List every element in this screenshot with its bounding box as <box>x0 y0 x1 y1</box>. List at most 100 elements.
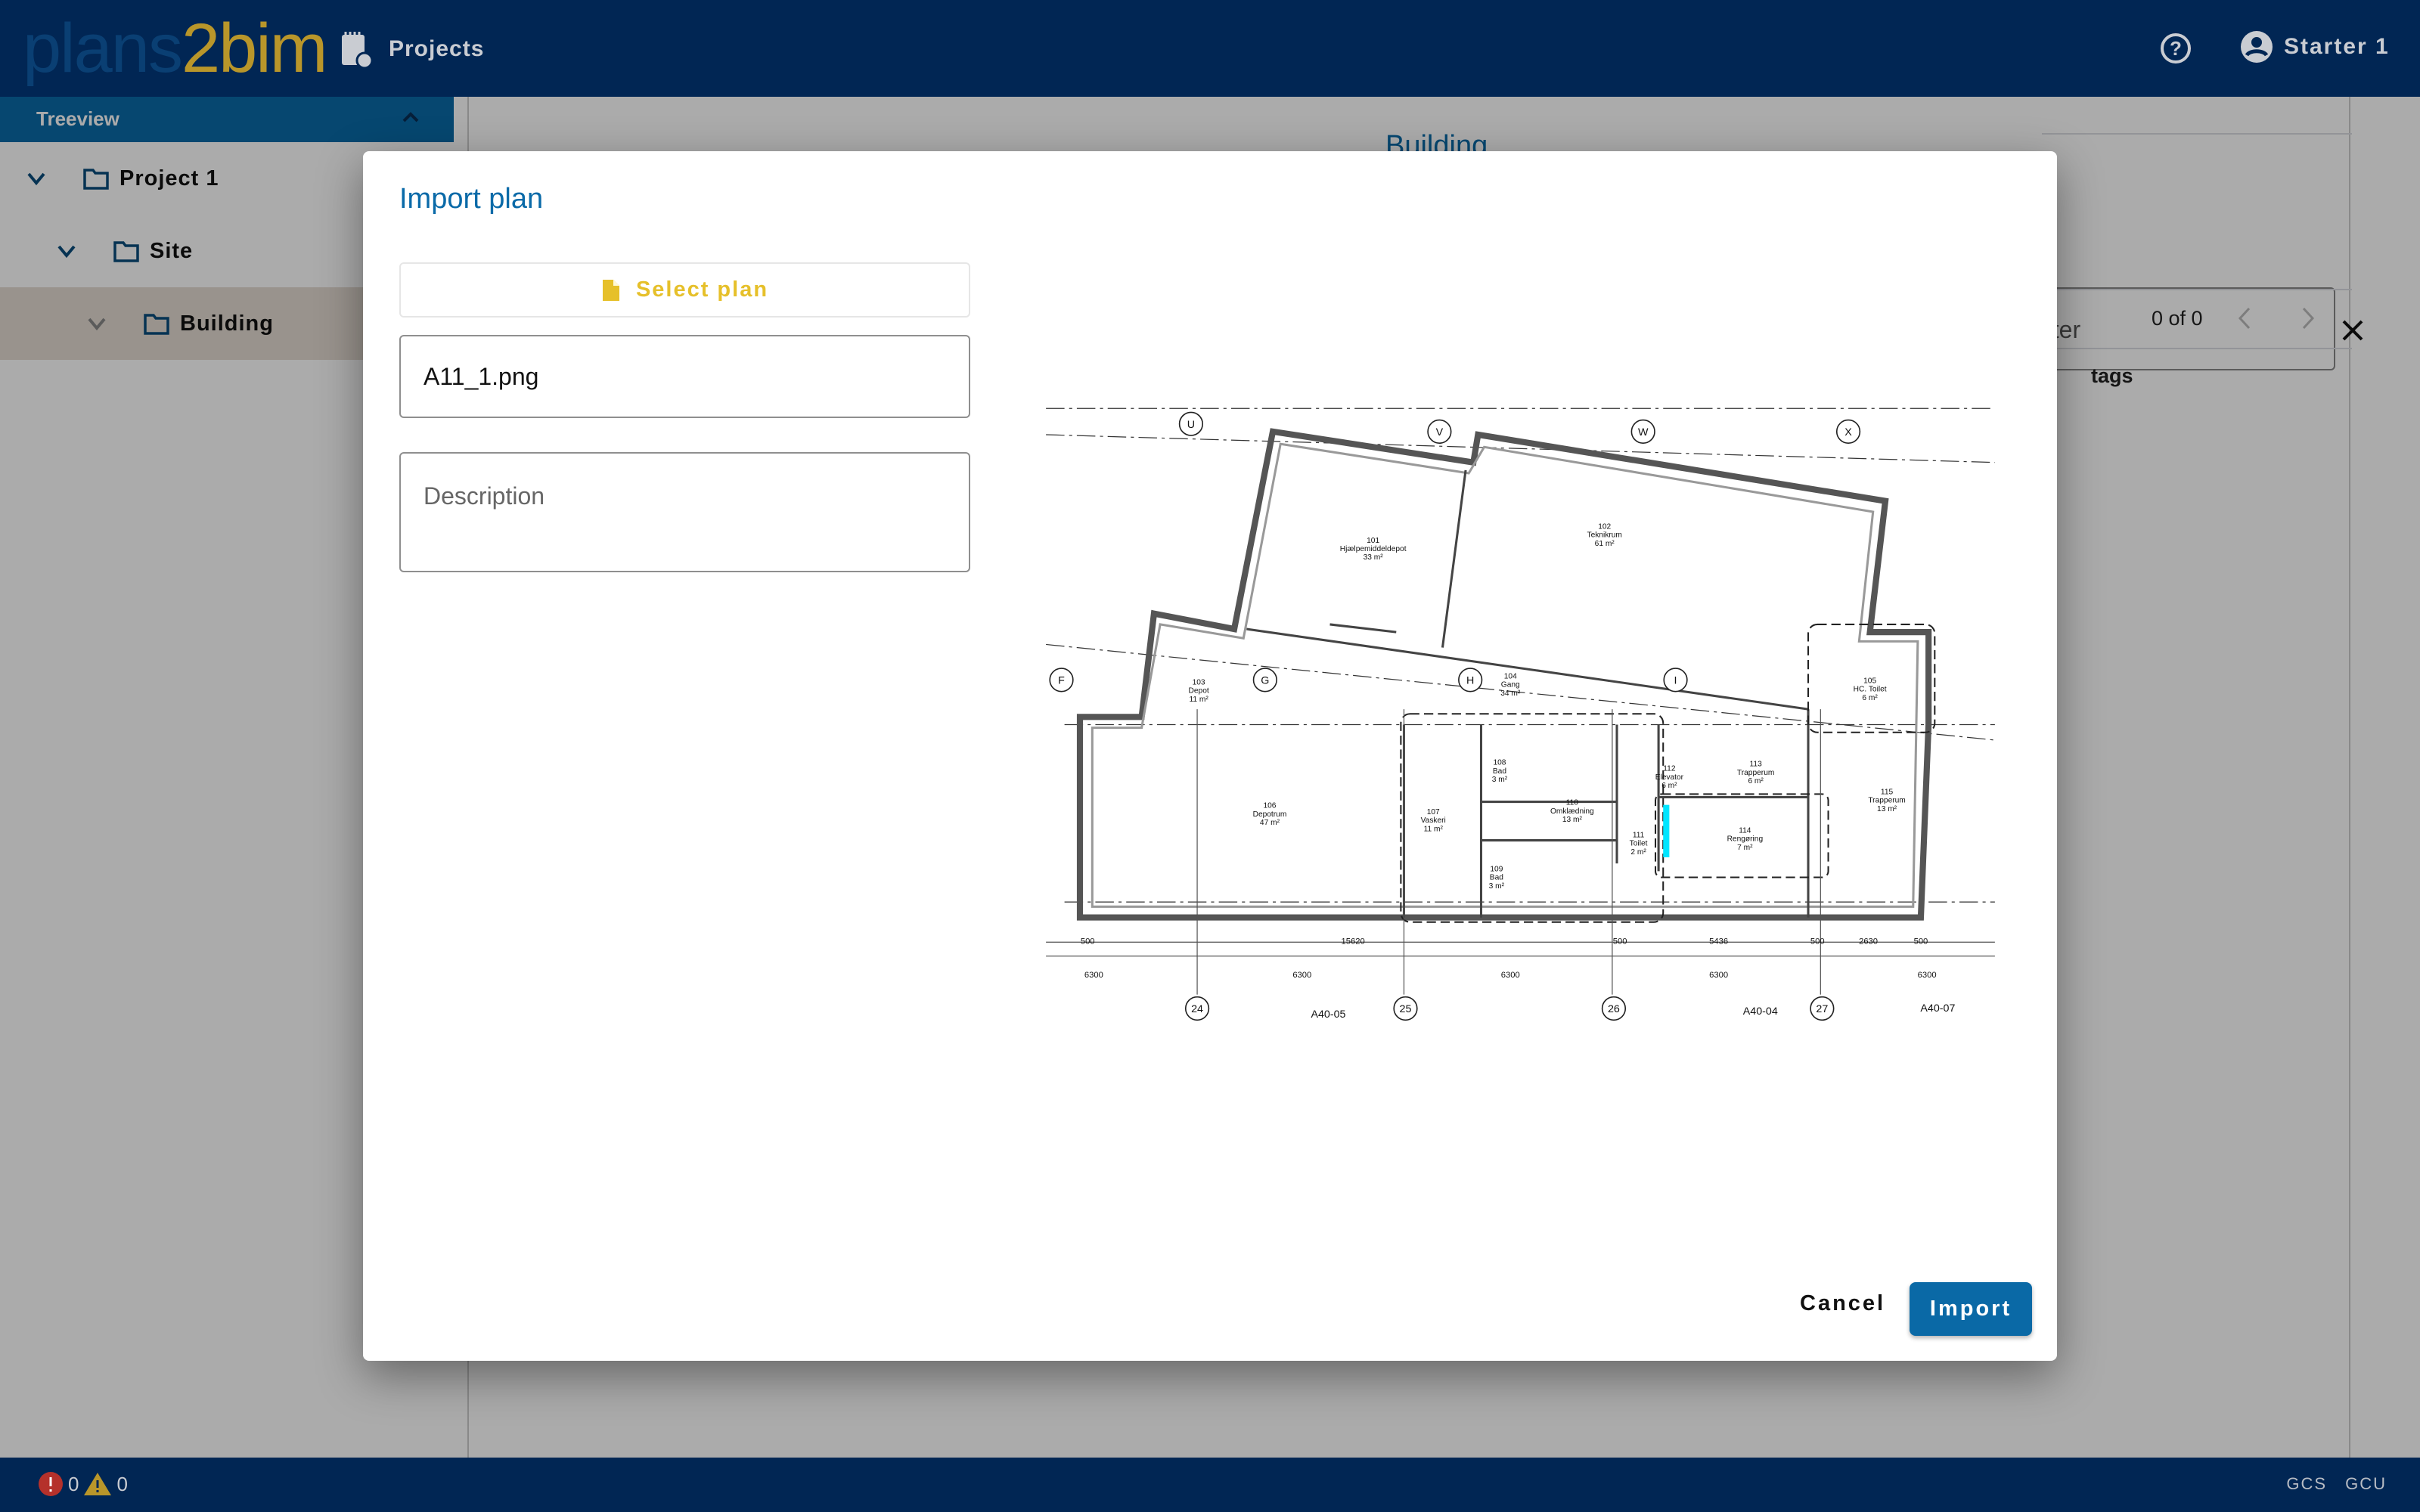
status-bar: 0 0 GCS GCU <box>0 1458 2420 1512</box>
dimension-label: 6300 <box>1501 971 1520 980</box>
room-label: 115 <box>1881 788 1894 796</box>
room-label: 105 <box>1863 677 1876 685</box>
room-label: 6 m² <box>1748 777 1764 785</box>
grid-marker <box>1178 411 1204 436</box>
user-menu[interactable]: Starter 1 <box>2240 30 2390 64</box>
room-label: 109 <box>1490 865 1503 873</box>
room-label: 33 m² <box>1364 553 1384 562</box>
chevron-down-icon[interactable] <box>85 311 109 336</box>
import-button[interactable]: Import <box>1910 1282 2032 1336</box>
grid-label: H <box>1466 674 1474 686</box>
grid-marker <box>1601 996 1627 1021</box>
grid-label: F <box>1058 674 1065 686</box>
dimension-label: 500 <box>1914 937 1928 946</box>
chevron-down-icon[interactable] <box>54 239 79 263</box>
room-label: 6 m² <box>1862 694 1878 702</box>
room-label: Rengøring <box>1727 835 1764 844</box>
warning-icon[interactable] <box>83 1471 112 1497</box>
svg-text:?: ? <box>2170 37 2182 60</box>
grid-marker <box>1252 668 1277 692</box>
grid-marker <box>1663 668 1688 692</box>
grid-label: V <box>1436 426 1444 438</box>
dimension-label: 2630 <box>1859 937 1878 946</box>
room-label: 47 m² <box>1260 819 1280 827</box>
gcs-label[interactable]: GCS <box>2286 1474 2328 1493</box>
room-label: Elevator <box>1655 773 1684 782</box>
select-plan-button[interactable]: Select plan <box>399 262 970 318</box>
help-circle-icon[interactable]: ? <box>2159 32 2192 65</box>
room-label: 108 <box>1493 759 1506 767</box>
gcu-label[interactable]: GCU <box>2345 1474 2387 1493</box>
grid-marker <box>1630 419 1655 445</box>
room-label: Vaskeri <box>1421 816 1446 825</box>
pagination-text: 0 of 0 <box>2152 307 2203 330</box>
room-label: Toilet <box>1630 840 1648 848</box>
grid-label: 24 <box>1191 1003 1203 1015</box>
room-label: 13 m² <box>1562 816 1583 824</box>
folder-outline-icon <box>144 314 169 335</box>
room-label: Trapperum <box>1737 769 1774 777</box>
room-label: 113 <box>1750 761 1763 769</box>
dimension-label: 15620 <box>1342 937 1365 946</box>
filename-field[interactable] <box>399 335 970 418</box>
dimension-label: 500 <box>1810 937 1825 946</box>
room-label: 110 <box>1566 799 1579 807</box>
column-header-tags[interactable]: tags <box>2091 364 2133 387</box>
grid-label: U <box>1187 419 1195 431</box>
room-label: Bad <box>1490 874 1503 882</box>
file-icon <box>602 279 619 301</box>
grid-marker <box>1810 996 1835 1021</box>
dimension-label: 500 <box>1081 937 1095 946</box>
room-label: Bad <box>1493 767 1506 776</box>
grid-label: 26 <box>1608 1003 1620 1015</box>
room-label: 103 <box>1193 678 1205 686</box>
previous-page-icon[interactable] <box>2235 305 2255 331</box>
grid-marker <box>1393 996 1418 1021</box>
description-field[interactable] <box>399 452 970 572</box>
clipboard-gear-icon <box>342 32 372 68</box>
room-label: 11 m² <box>1424 825 1444 833</box>
grid-marker <box>1458 668 1483 692</box>
error-icon[interactable] <box>38 1471 64 1497</box>
room-label: 3 m² <box>1489 882 1505 891</box>
dimension-label: 5436 <box>1709 937 1728 946</box>
tree-item-project-1[interactable]: Project 1 <box>0 142 454 215</box>
room-label: 3 m² <box>1492 776 1508 784</box>
room-label: 7 m² <box>1737 844 1753 852</box>
room-label: 104 <box>1504 672 1517 680</box>
room-label: Hjælpemiddeldepot <box>1340 545 1407 553</box>
room-label: 13 m² <box>1877 805 1897 813</box>
import-plan-dialog: Import plan Select plan <box>363 151 2057 1361</box>
sheet-reference: A40-04 <box>1743 1005 1778 1018</box>
room-label: 114 <box>1739 826 1751 835</box>
dimension-label: 6300 <box>1084 971 1103 980</box>
room-label: 2 m² <box>1630 848 1646 857</box>
grid-label: W <box>1638 426 1649 438</box>
room-label: Depotrum <box>1253 810 1287 819</box>
grid-marker <box>1835 419 1861 445</box>
room-label: Teknikrum <box>1587 531 1621 540</box>
chevron-down-icon[interactable] <box>24 166 48 191</box>
folder-outline-icon <box>113 241 139 262</box>
room-label: Gang <box>1501 681 1520 689</box>
warning-count: 0 <box>116 1472 128 1495</box>
clear-filter-icon[interactable] <box>2340 318 2366 343</box>
cancel-button[interactable]: Cancel <box>1800 1291 1886 1315</box>
room-label: Omklædning <box>1550 807 1594 816</box>
grid-label: 27 <box>1816 1003 1828 1015</box>
room-label: 111 <box>1633 831 1645 839</box>
nav-projects[interactable]: Projects <box>340 30 484 68</box>
dimension-label: 6300 <box>1709 971 1728 980</box>
grid-label: I <box>1674 674 1677 686</box>
plans2bim-logo[interactable]: plans2bim <box>23 10 327 87</box>
tree-item-site[interactable]: Site <box>0 215 454 287</box>
dialog-title: Import plan <box>399 183 544 215</box>
treeview-header[interactable]: Treeview <box>0 97 454 142</box>
room-label: 34 m² <box>1500 689 1521 698</box>
chevron-up-icon[interactable] <box>399 106 422 129</box>
room-label: 102 <box>1598 522 1611 531</box>
error-count: 0 <box>68 1472 79 1495</box>
next-page-icon[interactable] <box>2297 305 2317 331</box>
sheet-reference: A40-05 <box>1311 1009 1345 1021</box>
